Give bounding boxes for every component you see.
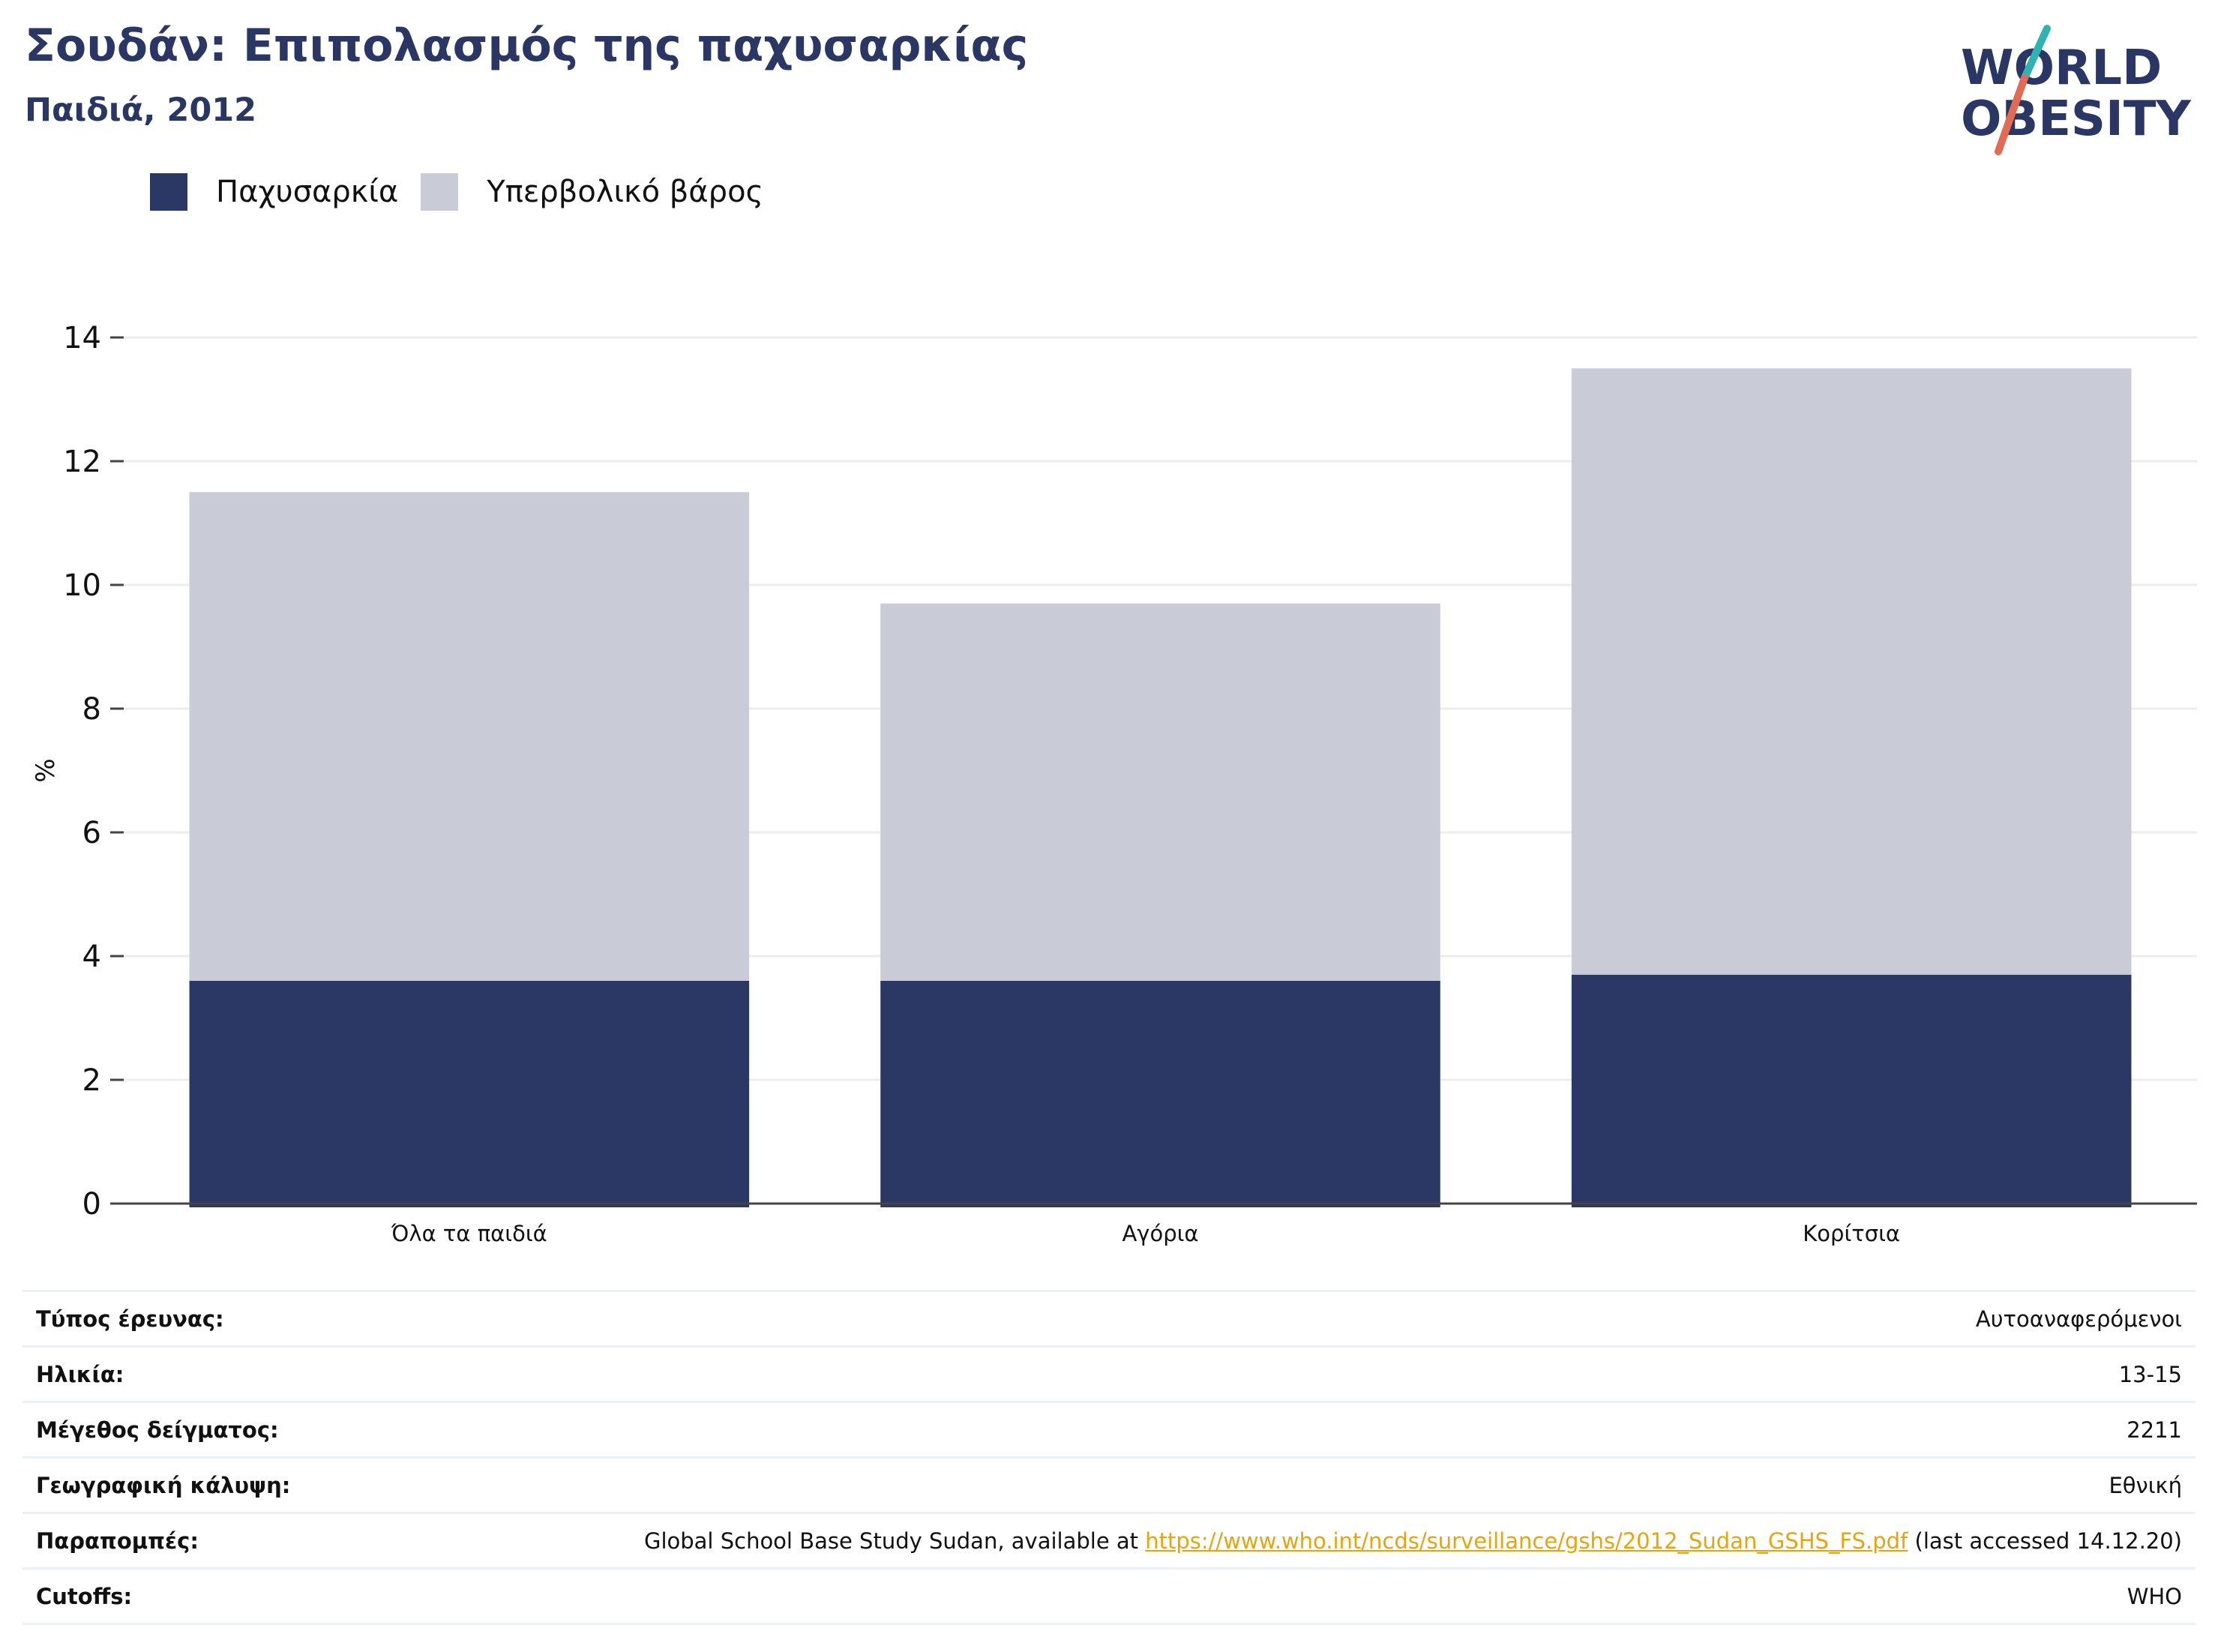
bar-segment-overweight — [1571, 368, 2132, 975]
logo-line1: WORLD — [1961, 40, 2162, 96]
info-row: Μέγεθος δείγματος: 2211 — [22, 1401, 2196, 1458]
info-label: Παραπομπές: — [22, 1512, 354, 1569]
y-axis-label: % — [31, 758, 61, 782]
info-value: Εθνική — [353, 1456, 2196, 1513]
legend-swatch-obesity — [150, 173, 187, 211]
info-value-references: Global School Base Study Sudan, availabl… — [353, 1512, 2196, 1569]
info-value: Αυτοαναφερόμενοι — [353, 1290, 2196, 1347]
info-row: Τύπος έρευνας: Αυτοαναφερόμενοι — [22, 1290, 2196, 1347]
info-label: Τύπος έρευνας: — [22, 1290, 354, 1347]
y-tick-label: 14 — [63, 321, 101, 355]
reference-link[interactable]: https://www.who.int/ncds/surveillance/gs… — [1145, 1528, 1908, 1554]
info-label: Cutoffs: — [22, 1567, 354, 1625]
bar-segment-obesity — [880, 981, 1440, 1207]
legend: Παχυσαρκία Υπερβολικό βάρος — [150, 172, 786, 211]
bar-chart: 0 2 4 6 8 10 12 14% Όλα τα παιδιά Αγόρια Κορίτσια — [31, 321, 2197, 1246]
legend-label-overweight: Υπερβολικό βάρος — [487, 175, 764, 209]
reference-text: Global School Base Study Sudan, availabl… — [643, 1528, 1146, 1554]
x-tick-label: Όλα τα παιδιά — [391, 1221, 547, 1246]
info-row: Γεωγραφική κάλυψη: Εθνική — [22, 1456, 2196, 1513]
x-tick-label: Κορίτσια — [1803, 1221, 1900, 1246]
y-tick-label: 0 — [82, 1187, 101, 1222]
info-value: WHO — [353, 1567, 2196, 1625]
info-label: Μέγεθος δείγματος: — [22, 1401, 354, 1458]
legend-label-obesity: Παχυσαρκία — [216, 175, 399, 209]
info-row: Ηλικία: 13-15 — [22, 1345, 2196, 1402]
reference-note: (last accessed 14.12.20) — [1908, 1528, 2183, 1554]
bar-segment-overweight — [189, 492, 750, 981]
chart-title: Σουδάν: Επιπολασμός της παχυσαρκίας — [25, 19, 1029, 72]
y-tick-label: 2 — [82, 1063, 101, 1098]
legend-item-overweight: Υπερβολικό βάρος — [421, 173, 763, 211]
y-tick-label: 8 — [82, 692, 101, 727]
x-tick-label: Αγόρια — [1122, 1221, 1198, 1246]
info-row: Cutoffs: WHO — [22, 1567, 2196, 1625]
world-obesity-logo: WORLD OBESITY — [1961, 25, 2191, 155]
y-tick-label: 12 — [63, 445, 101, 479]
y-tick-label: 6 — [82, 816, 101, 850]
bar-segment-overweight — [880, 603, 1440, 981]
bar-segment-obesity — [189, 981, 750, 1207]
y-tick-label: 10 — [63, 568, 101, 603]
legend-item-obesity: Παχυσαρκία — [150, 173, 398, 211]
info-label: Γεωγραφική κάλυψη: — [22, 1456, 354, 1513]
bar-segment-obesity — [1571, 974, 2132, 1207]
info-value: 13-15 — [353, 1345, 2196, 1402]
info-label: Ηλικία: — [22, 1345, 354, 1402]
info-value: 2211 — [353, 1401, 2196, 1458]
info-row: Παραπομπές: Global School Base Study Sud… — [22, 1512, 2196, 1569]
y-tick-label: 4 — [82, 940, 101, 974]
legend-swatch-overweight — [421, 173, 459, 211]
chart-subtitle: Παιδιά, 2012 — [25, 91, 257, 129]
logo-line2: OBESITY — [1961, 91, 2191, 147]
info-table: Τύπος έρευνας: Αυτοαναφερόμενοι Ηλικία: … — [22, 1290, 2196, 1625]
